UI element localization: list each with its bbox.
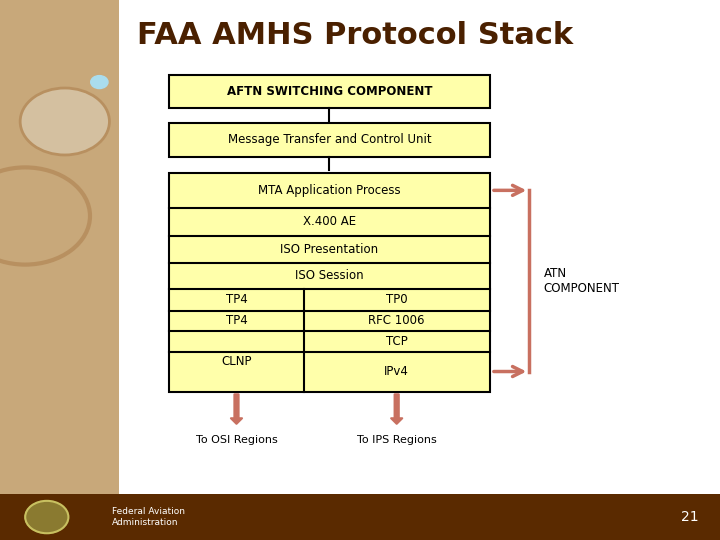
Bar: [169, 173, 490, 392]
Text: TP0: TP0: [386, 293, 408, 306]
Text: Message Transfer and Control Unit: Message Transfer and Control Unit: [228, 133, 431, 146]
Circle shape: [20, 88, 109, 155]
Text: ISO Presentation: ISO Presentation: [280, 243, 379, 256]
Text: To OSI Regions: To OSI Regions: [196, 435, 277, 445]
Text: Federal Aviation
Administration: Federal Aviation Administration: [112, 507, 184, 528]
Bar: [169, 123, 490, 157]
Text: TP4: TP4: [225, 293, 248, 306]
Text: ATN
COMPONENT: ATN COMPONENT: [544, 267, 620, 295]
Bar: [0, 494, 720, 540]
Text: To IPS Regions: To IPS Regions: [357, 435, 436, 445]
Circle shape: [25, 501, 68, 534]
Text: CLNP: CLNP: [221, 355, 252, 368]
Text: FAA AMHS Protocol Stack: FAA AMHS Protocol Stack: [137, 21, 573, 50]
Text: MTA Application Process: MTA Application Process: [258, 184, 401, 197]
Text: ISO Session: ISO Session: [295, 269, 364, 282]
Text: TCP: TCP: [386, 335, 408, 348]
Text: X.400 AE: X.400 AE: [303, 215, 356, 228]
Bar: [169, 75, 490, 108]
Circle shape: [91, 76, 108, 89]
Text: TP4: TP4: [225, 314, 248, 327]
Text: IPv4: IPv4: [384, 365, 409, 378]
Bar: [0, 0, 119, 494]
Text: 21: 21: [681, 510, 698, 524]
Bar: [119, 0, 720, 494]
Text: AFTN SWITCHING COMPONENT: AFTN SWITCHING COMPONENT: [227, 85, 432, 98]
Text: RFC 1006: RFC 1006: [369, 314, 425, 327]
